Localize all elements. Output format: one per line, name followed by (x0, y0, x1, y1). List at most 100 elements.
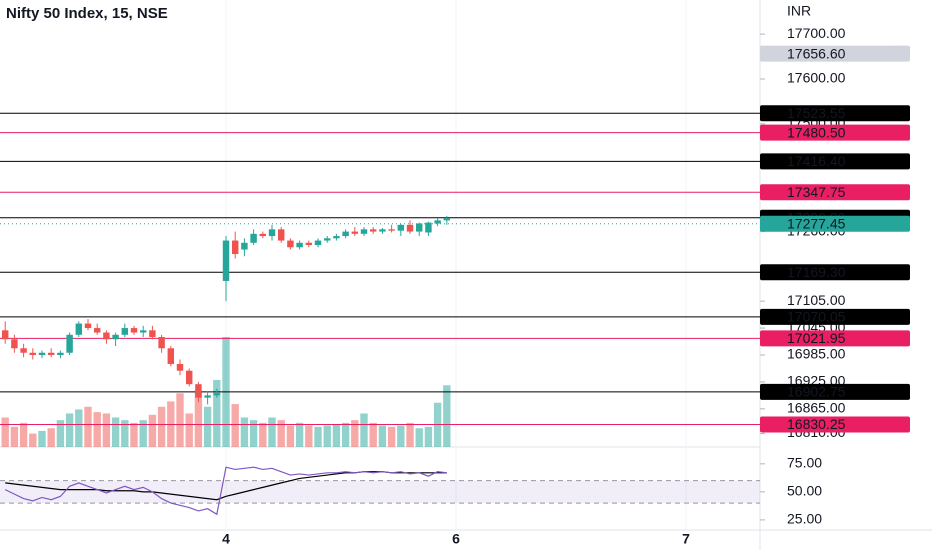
volume-bar (176, 393, 184, 447)
candle-body (38, 352, 46, 355)
candle-body (29, 352, 37, 355)
y-tick-label: 16865.00 (787, 400, 846, 416)
price-badge-label: 17480.50 (787, 124, 846, 140)
y-tick-label: 17105.00 (787, 292, 846, 308)
price-badge-label: 17347.75 (787, 184, 846, 200)
candle-body (296, 242, 303, 248)
volume-bar (424, 426, 433, 447)
volume-bar (378, 425, 387, 447)
volume-bar (443, 385, 451, 447)
price-badge (760, 153, 910, 170)
price-badge-label: 17523.55 (787, 105, 846, 121)
volume-bar (332, 424, 341, 447)
candle-body (213, 393, 221, 396)
candle-body (314, 240, 322, 246)
candle-body (121, 328, 129, 335)
volume-bar (268, 417, 276, 447)
volume-bar (56, 420, 65, 447)
price-badge (760, 105, 910, 122)
candle-body (305, 242, 313, 246)
candle-body (259, 233, 267, 237)
volume-bar (139, 420, 147, 447)
volume-bar (121, 420, 129, 447)
price-badge-label: 17070.05 (787, 309, 846, 325)
volume-bar (286, 425, 295, 447)
x-tick-label: 7 (682, 531, 690, 547)
candle-body (360, 229, 368, 234)
candle-body (139, 330, 147, 333)
x-tick-label: 6 (452, 531, 460, 547)
candle-body (397, 224, 405, 231)
volume-bar (406, 422, 414, 447)
candle-body (231, 240, 239, 255)
volume-bar (47, 428, 55, 447)
volume-bar (84, 406, 92, 447)
volume-bar (111, 417, 120, 447)
price-badge-label: 17416.40 (787, 153, 846, 169)
volume-bar (213, 379, 221, 447)
volume-bar (75, 409, 83, 447)
candle-body (66, 334, 73, 353)
currency-label: INR (787, 3, 811, 19)
volume-bar (130, 422, 138, 447)
volume-bar (259, 422, 267, 447)
volume-bar (341, 422, 350, 447)
candle-body (75, 323, 83, 335)
candle-body (268, 229, 276, 237)
candle-body (434, 220, 441, 224)
candle-body (250, 233, 257, 243)
y-tick-label: 17700.00 (787, 25, 846, 41)
y-tick-label: 17600.00 (787, 70, 846, 86)
candle-body (222, 240, 230, 281)
candle-body (323, 238, 331, 241)
candle-body (93, 328, 101, 333)
candle-body (277, 229, 285, 241)
volume-bar (1, 417, 9, 447)
candle-body (11, 339, 18, 349)
chart-title: Nifty 50 Index, 15, NSE (6, 5, 168, 22)
candle-body (379, 229, 386, 232)
rsi-y-tick-label: 50.00 (787, 483, 822, 499)
volume-bar (240, 417, 249, 447)
candle-body (443, 218, 451, 221)
volume-bar (148, 414, 157, 447)
candle-body (158, 337, 165, 349)
volume-bar (203, 406, 212, 447)
volume-bar (351, 420, 359, 447)
candle-body (130, 328, 138, 333)
price-badge-label: 16830.25 (787, 416, 846, 432)
rsi-y-tick-label: 75.00 (787, 455, 822, 471)
price-badge (760, 330, 910, 347)
rsi-y-tick-label: 25.00 (787, 511, 822, 527)
volume-bar (185, 413, 193, 447)
candle-body (176, 363, 184, 371)
candle-body (287, 240, 294, 248)
candle-body (351, 231, 359, 234)
volume-bar (323, 425, 331, 447)
price-badge (760, 383, 910, 400)
candle-body (425, 222, 432, 233)
rsi-band (0, 480, 760, 504)
candle-body (406, 224, 414, 232)
volume-bar (387, 426, 396, 447)
volume-bar (314, 426, 322, 447)
candle-body (333, 236, 340, 239)
rsi-line (4, 466, 447, 516)
candle-body (20, 348, 27, 353)
candle-body (204, 395, 211, 398)
x-tick-label: 4 (222, 531, 230, 547)
price-badge (760, 45, 910, 62)
plot: 46717700.0017600.0017500.0017260.0017105… (0, 0, 910, 547)
volume-bar (194, 390, 203, 447)
volume-bar (102, 413, 111, 447)
candle-body (84, 323, 92, 329)
candle-body (241, 242, 248, 250)
price-badge (760, 264, 910, 281)
price-badge (760, 215, 910, 232)
volume-bar (157, 406, 166, 447)
price-badge (760, 184, 910, 201)
volume-bar (360, 413, 368, 447)
price-badge (760, 308, 910, 325)
